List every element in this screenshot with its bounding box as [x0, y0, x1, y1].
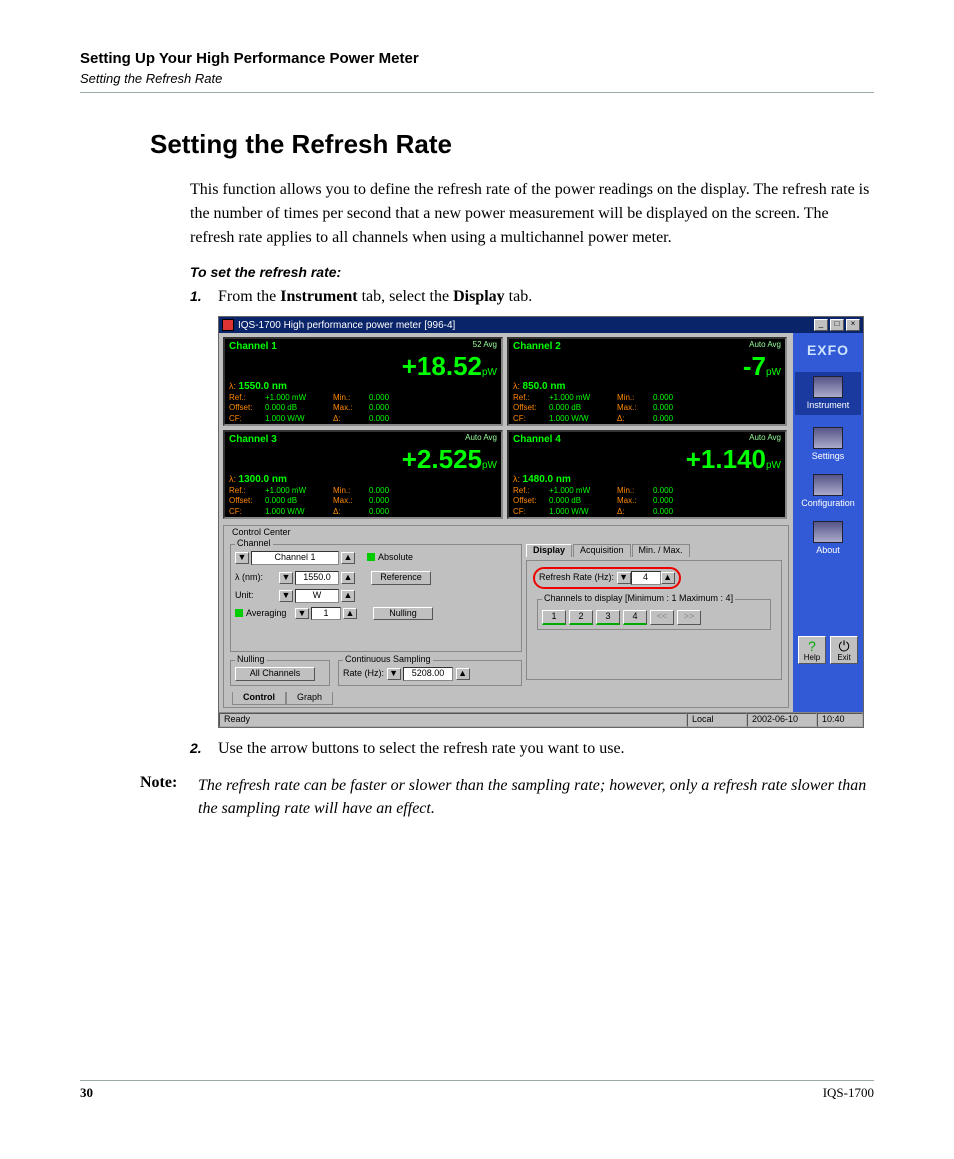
chdisp-btn-4[interactable]: 4 [623, 610, 647, 625]
procedure-heading: To set the refresh rate: [190, 264, 874, 280]
step-number: 1. [190, 288, 214, 304]
rate-up-button[interactable]: ▲ [456, 668, 470, 680]
chdisp-btn-<<: << [650, 610, 674, 625]
all-channels-button[interactable]: All Channels [235, 667, 315, 681]
absolute-checkbox[interactable] [367, 553, 375, 561]
step-1: 1. From the Instrument tab, select the D… [190, 288, 874, 306]
control-center: Control Center Channel ▼ Channel 1 ▲ Abs… [223, 525, 789, 708]
channel-select[interactable]: Channel 1 [251, 551, 339, 565]
chdisp-btn-3[interactable]: 3 [596, 610, 620, 625]
chdisp-btn-2[interactable]: 2 [569, 610, 593, 625]
tab-control[interactable]: Control [232, 692, 286, 705]
app-window: IQS-1700 High performance power meter [9… [218, 316, 864, 728]
channels-to-display-group: Channels to display [Minimum : 1 Maximum… [537, 599, 771, 630]
lambda-up-button[interactable]: ▲ [341, 572, 355, 584]
rate-field[interactable]: 5208.00 [403, 667, 453, 681]
tab-display[interactable]: Display [526, 544, 572, 557]
chdisp-btn->>: >> [677, 610, 701, 625]
step-number: 2. [190, 740, 214, 756]
refresh-rate-highlight: Refresh Rate (Hz): ▼ 4 ▲ [533, 567, 681, 589]
window-title: IQS-1700 High performance power meter [9… [238, 320, 455, 331]
avg-field[interactable]: 1 [311, 607, 341, 621]
section-title: Setting the Refresh Rate [150, 129, 874, 160]
close-button[interactable]: × [846, 319, 860, 331]
tab-graph[interactable]: Graph [286, 692, 333, 705]
status-local: Local [687, 713, 747, 727]
tab-minmax[interactable]: Min. / Max. [632, 544, 690, 557]
note-label: Note: [140, 774, 198, 820]
channel-panel-3: Channel 3Auto Avg +2.525pW λ: 1300.0 nmR… [223, 430, 503, 519]
status-bar: Ready Local 2002-06-10 10:40 [219, 712, 863, 727]
chapter-title: Setting Up Your High Performance Power M… [80, 50, 874, 67]
side-item-about[interactable]: About [795, 521, 861, 556]
rate-down-button[interactable]: ▼ [387, 668, 401, 680]
nulling-button[interactable]: Nulling [373, 607, 433, 621]
side-item-settings[interactable]: Settings [795, 427, 861, 462]
step-2: 2. Use the arrow buttons to select the r… [190, 740, 874, 758]
brand-logo: EXFO [795, 343, 861, 358]
side-item-configuration[interactable]: Configuration [795, 474, 861, 509]
status-ready: Ready [219, 713, 687, 727]
app-icon [222, 319, 234, 331]
titlebar: IQS-1700 High performance power meter [9… [219, 317, 863, 333]
reference-button[interactable]: Reference [371, 571, 431, 585]
tab-acquisition[interactable]: Acquisition [573, 544, 631, 557]
chapter-subtitle: Setting the Refresh Rate [80, 71, 874, 86]
channel-panel-4: Channel 4Auto Avg +1.140pW λ: 1480.0 nmR… [507, 430, 787, 519]
channel-panel-1: Channel 152 Avg +18.52pW λ: 1550.0 nmRef… [223, 337, 503, 426]
avg-down-button[interactable]: ▼ [295, 608, 309, 620]
intro-paragraph: This function allows you to define the r… [190, 178, 874, 250]
lambda-field[interactable]: 1550.0 [295, 571, 339, 585]
channel-panel-2: Channel 2Auto Avg -7pW λ: 850.0 nmRef.:+… [507, 337, 787, 426]
refresh-up-button[interactable]: ▲ [661, 572, 675, 584]
note-body: The refresh rate can be faster or slower… [198, 774, 874, 820]
exit-button[interactable]: ⏻Exit [830, 636, 858, 664]
header-rule [80, 92, 874, 93]
side-panel: EXFO Instrument Settings Configuration Abou… [793, 333, 863, 712]
minimize-button[interactable]: _ [814, 319, 828, 331]
side-item-instrument[interactable]: Instrument [795, 372, 861, 415]
avg-up-button[interactable]: ▲ [343, 608, 357, 620]
refresh-field[interactable]: 4 [631, 571, 661, 585]
nulling-group: Nulling All Channels [230, 660, 330, 686]
doc-id: IQS-1700 [823, 1085, 874, 1101]
help-button[interactable]: ?Help [798, 636, 826, 664]
refresh-down-button[interactable]: ▼ [617, 572, 631, 584]
channel-down-button[interactable]: ▼ [235, 552, 249, 564]
page-number: 30 [80, 1085, 93, 1101]
control-center-title: Control Center [230, 528, 293, 538]
unit-field[interactable]: W [295, 589, 339, 603]
unit-up-button[interactable]: ▲ [341, 590, 355, 602]
status-time: 10:40 [817, 713, 863, 727]
footer-rule [80, 1080, 874, 1081]
maximize-button[interactable]: □ [830, 319, 844, 331]
chdisp-btn-1[interactable]: 1 [542, 610, 566, 625]
status-date: 2002-06-10 [747, 713, 817, 727]
channel-up-button[interactable]: ▲ [341, 552, 355, 564]
averaging-checkbox[interactable] [235, 609, 243, 617]
lambda-down-button[interactable]: ▼ [279, 572, 293, 584]
channel-group: Channel ▼ Channel 1 ▲ Absolute λ (nm): ▼… [230, 544, 522, 652]
sampling-group: Continuous Sampling Rate (Hz): ▼ 5208.00… [338, 660, 522, 686]
unit-down-button[interactable]: ▼ [279, 590, 293, 602]
